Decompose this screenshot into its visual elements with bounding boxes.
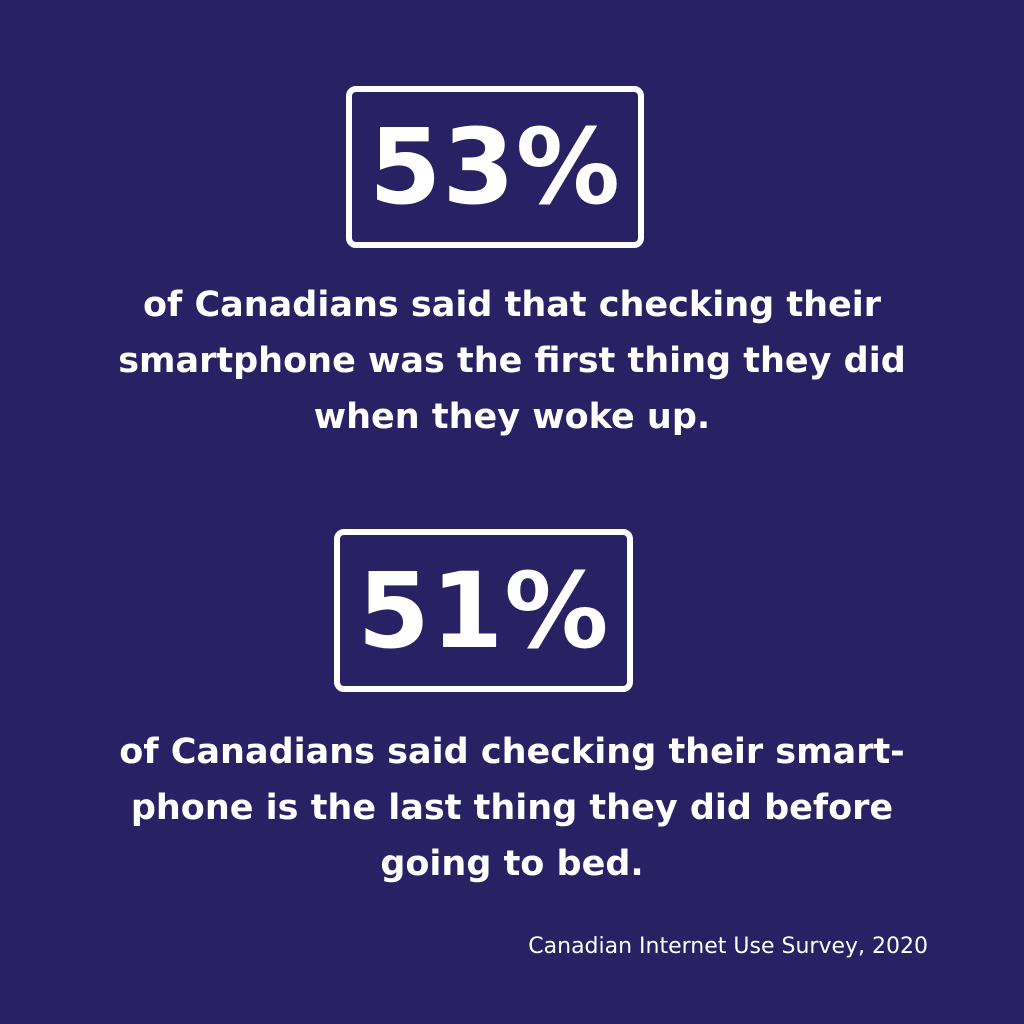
stat-description-line: going to bed. — [380, 844, 644, 884]
source-citation: Canadian Internet Use Survey, 2020 — [528, 934, 928, 959]
stat-value-first-thing: 53% — [369, 106, 621, 228]
stat-box-last-thing: 51% — [334, 529, 633, 692]
stat-value-last-thing: 51% — [357, 549, 610, 672]
stat-description-line: smartphone was the first thing they did — [118, 341, 906, 381]
stat-description-line: phone is the last thing they did before — [130, 788, 894, 828]
stat-description-last-thing: of Canadians said checking their smart- … — [60, 724, 964, 892]
stat-description-first-thing: of Canadians said that checking their sm… — [60, 277, 964, 445]
stat-description-line: when they woke up. — [313, 397, 711, 437]
stat-description-line: of Canadians said that checking their — [143, 285, 881, 325]
stat-description-line: of Canadians said checking their smart- — [119, 732, 905, 772]
stat-box-first-thing: 53% — [346, 86, 644, 248]
